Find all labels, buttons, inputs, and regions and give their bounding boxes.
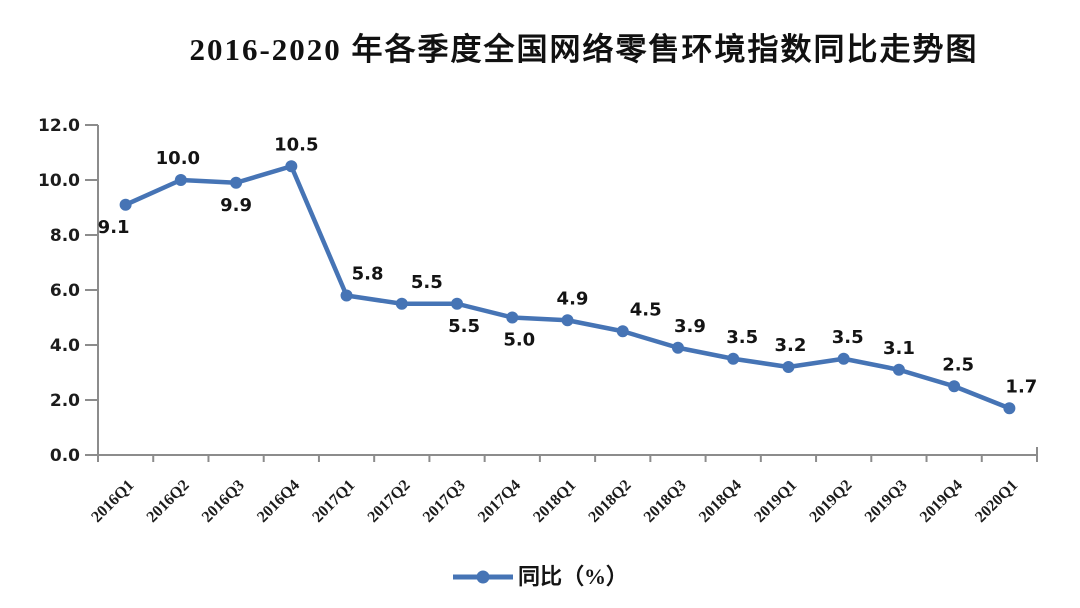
x-tick-label: 2017Q2 — [365, 477, 414, 526]
legend-line-marker-icon — [452, 570, 513, 584]
series-line — [123, 164, 1012, 411]
data-label: 4.9 — [557, 288, 589, 309]
y-tick-label: 12.0 — [38, 116, 80, 136]
x-tick-label: 2018Q1 — [530, 477, 579, 526]
data-label: 3.1 — [883, 338, 915, 359]
y-tick-label: 10.0 — [38, 171, 80, 191]
data-label: 3.5 — [726, 327, 758, 348]
x-tick-label: 2018Q3 — [641, 477, 690, 526]
data-point-marker — [837, 352, 850, 365]
data-label: 9.1 — [98, 217, 130, 238]
data-label: 5.5 — [411, 272, 443, 293]
data-point-marker — [782, 361, 795, 373]
data-point-marker — [451, 297, 464, 310]
data-point-marker — [948, 380, 961, 393]
y-tick-label: 4.0 — [50, 336, 80, 356]
data-point-marker — [561, 314, 574, 327]
data-point-marker — [727, 352, 740, 365]
x-tick-label: 2017Q4 — [475, 477, 524, 526]
x-tick-label: 2020Q1 — [972, 477, 1021, 526]
data-point-marker — [892, 363, 905, 376]
x-tick-label: 2016Q1 — [88, 477, 137, 526]
x-tick-label: 2019Q1 — [751, 477, 800, 526]
data-label: 3.2 — [774, 335, 806, 356]
data-label: 3.9 — [674, 316, 706, 337]
data-label: 1.7 — [1005, 376, 1037, 397]
x-tick-label: 2016Q4 — [254, 477, 303, 526]
legend-label: 同比（%） — [517, 564, 628, 589]
data-point-marker — [616, 325, 629, 338]
data-label: 5.8 — [352, 264, 384, 285]
data-point-marker — [671, 341, 684, 354]
data-label: 10.5 — [274, 134, 318, 155]
x-tick-label: 2017Q3 — [420, 477, 469, 526]
data-label: 4.5 — [630, 299, 662, 320]
x-tick-label: 2018Q4 — [696, 477, 745, 526]
y-tick-label: 6.0 — [50, 281, 80, 301]
data-point-marker — [1003, 402, 1016, 415]
data-label: 3.5 — [832, 327, 864, 348]
x-tick-label: 2019Q2 — [806, 477, 855, 526]
x-tick-label: 2018Q2 — [585, 477, 634, 526]
x-tick-label: 2016Q3 — [199, 477, 248, 526]
data-point-marker — [395, 297, 408, 310]
data-label: 9.9 — [220, 195, 252, 216]
x-tick-label: 2016Q2 — [144, 477, 193, 526]
legend-marker-dot — [476, 570, 490, 584]
data-label: 10.0 — [156, 148, 200, 169]
data-label: 2.5 — [942, 354, 974, 375]
x-tick-label: 2019Q3 — [862, 477, 911, 526]
y-tick-label: 8.0 — [50, 226, 80, 246]
data-point-marker — [119, 198, 132, 211]
data-point-marker — [506, 311, 519, 324]
data-point-marker — [285, 160, 298, 173]
legend: 同比（%） — [0, 566, 1080, 588]
data-point-marker — [340, 289, 353, 302]
chart-title: 2016-2020 年各季度全国网络零售环境指数同比走势图 — [189, 32, 979, 67]
data-point-marker — [174, 174, 187, 186]
y-tick-label: 0.0 — [50, 446, 80, 466]
data-point-marker — [230, 176, 243, 189]
x-tick-label: 2017Q1 — [309, 477, 358, 526]
data-label: 5.0 — [503, 330, 535, 351]
x-tick-label: 2019Q4 — [917, 477, 966, 526]
data-label: 5.5 — [448, 316, 480, 337]
y-tick-label: 2.0 — [50, 391, 80, 411]
